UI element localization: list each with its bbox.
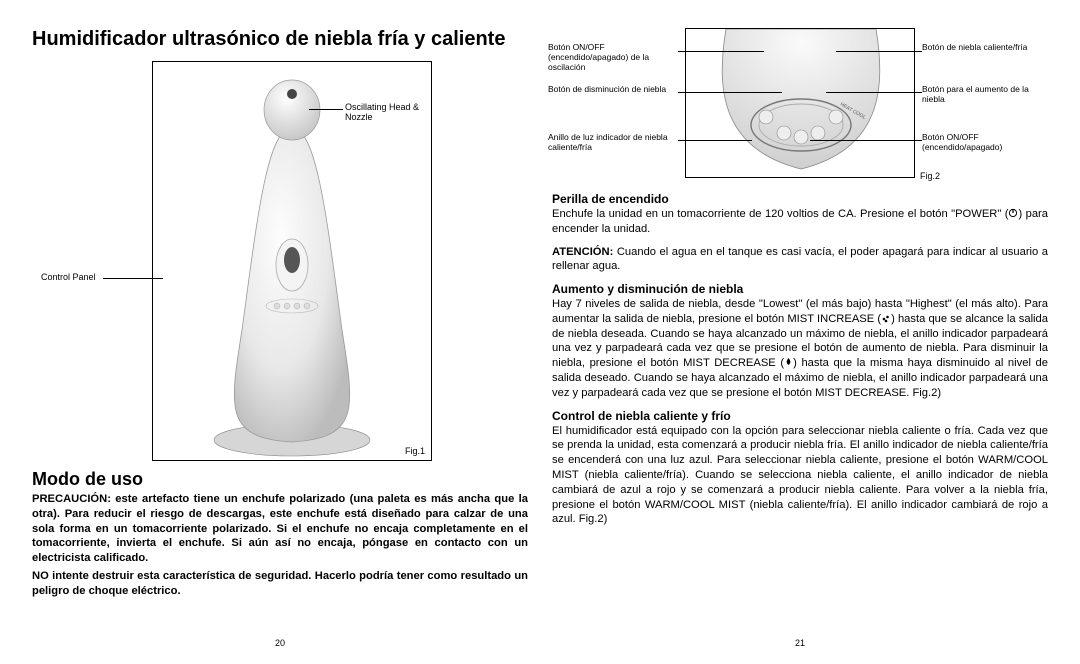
fig2-label-decrease: Botón de disminución de niebla [548,85,678,95]
figure-2: HEAT COOL Botón ON/OFF (encendido/apagad… [685,28,915,178]
sec2-body: Hay 7 niveles de salida de niebla, desde… [552,297,1048,400]
sec3-body: El humidificador está equipado con la op… [552,424,1048,527]
sec1-body: Enchufe la unidad en un tomacorriente de… [552,207,1048,237]
atencion-block: ATENCIÓN: Cuando el agua en el tanque es… [552,245,1048,275]
fig2-label-increase: Botón para el aumento de la niebla [922,85,1052,105]
fig2-label-power: Botón ON/OFF (encendido/apagado) [922,133,1052,153]
right-page: HEAT COOL Botón ON/OFF (encendido/apagad… [552,28,1048,648]
precaution-block: PRECAUCIÓN: este artefacto tiene un ench… [32,492,528,566]
sec3-title: Control de niebla caliente y frío [552,409,1048,423]
fig2-label-osc: Botón ON/OFF (encendido/apagado) de la o… [548,43,678,72]
fig2-label-ring: Anillo de luz indicador de niebla calien… [548,133,678,153]
sec1-body-a: Enchufe la unidad en un tomacorriente de… [552,208,1008,220]
sec1-title: Perilla de encendido [552,192,1048,206]
fig1-caption: Fig.1 [405,446,425,456]
fig1-label-control-panel: Control Panel [41,272,96,282]
atencion-label: ATENCIÓN: [552,246,617,258]
precaution-block-2: NO intente destruir esta característica … [32,569,528,599]
mist-increase-icon [881,313,891,323]
fig2-label-warmcool: Botón de niebla caliente/fría [922,43,1052,53]
figure-1: Control Panel Oscillating Head & Nozzle [152,61,432,461]
humidifier-illustration [207,70,377,460]
fig2-caption: Fig.2 [920,171,940,181]
page-number-right: 21 [552,638,1048,648]
fig1-label-nozzle: Oscillating Head & Nozzle [345,102,435,122]
power-icon [1008,208,1018,218]
left-page: Humidificador ultrasónico de niebla fría… [32,28,528,648]
sec2-title: Aumento y disminución de niebla [552,282,1048,296]
usage-subtitle: Modo de uso [32,469,528,490]
mist-decrease-icon [784,357,793,367]
precaution-label: PRECAUCIÓN: [32,493,115,505]
main-title: Humidificador ultrasónico de niebla fría… [32,28,528,51]
page-number-left: 20 [32,638,528,648]
atencion-text: Cuando el agua en el tanque es casi vací… [552,246,1048,273]
